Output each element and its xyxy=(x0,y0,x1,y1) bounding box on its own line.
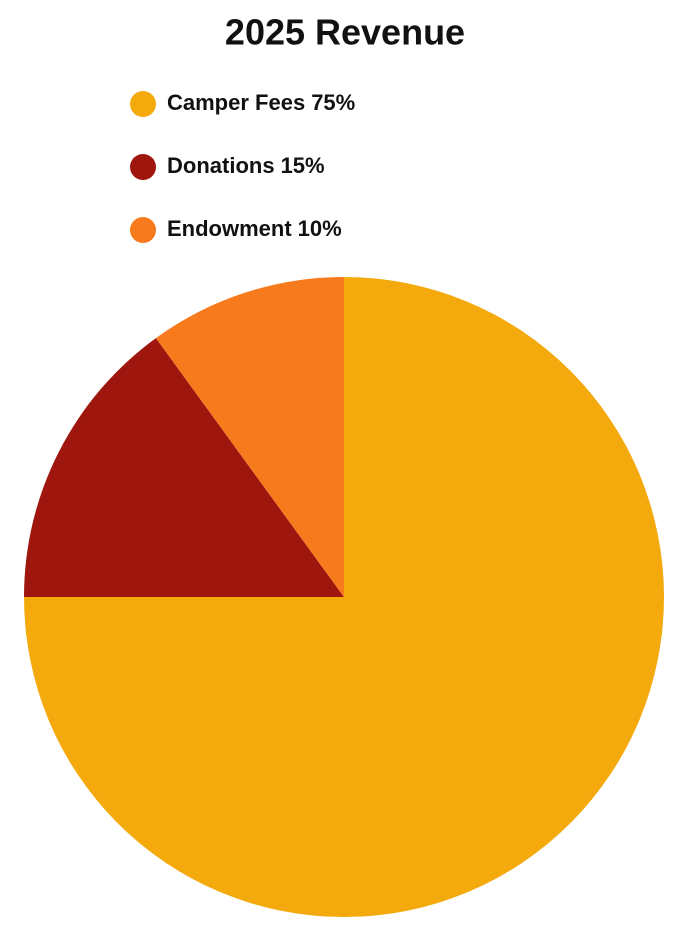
chart-title: 2025 Revenue xyxy=(225,12,465,53)
legend-value: 75% xyxy=(311,90,355,115)
legend-label: Endowment 10% xyxy=(167,216,342,241)
legend-value: 15% xyxy=(281,153,325,178)
pie-slice xyxy=(24,338,344,597)
legend-swatch xyxy=(130,154,156,180)
legend-swatch xyxy=(130,91,156,117)
legend-name: Endowment xyxy=(167,216,292,241)
legend-label: Camper Fees 75% xyxy=(167,90,355,115)
legend-name: Camper Fees xyxy=(167,90,305,115)
legend-swatch xyxy=(130,217,156,243)
legend-name: Donations xyxy=(167,153,275,178)
legend-value: 10% xyxy=(298,216,342,241)
pie-slice xyxy=(155,277,344,597)
legend-label: Donations 15% xyxy=(167,153,325,178)
